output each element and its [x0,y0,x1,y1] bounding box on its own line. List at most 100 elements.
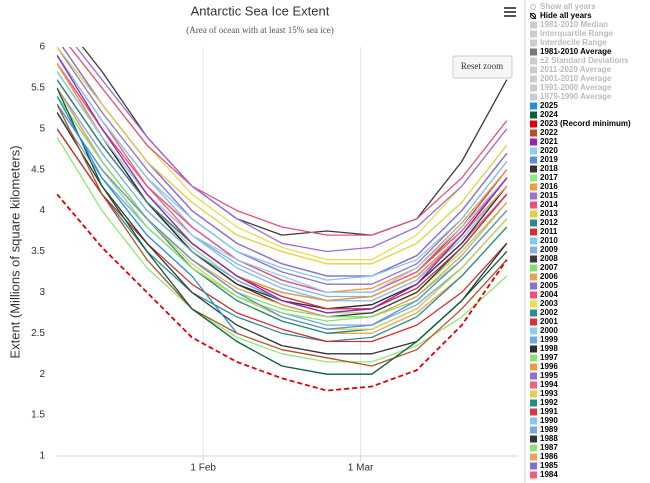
legend-item[interactable]: 1991-2000 Average [540,83,612,92]
legend-swatch [530,372,537,380]
legend-item[interactable]: 1998 [540,344,558,353]
legend-swatch [530,291,537,299]
series-line [57,54,508,314]
legend-item[interactable]: 2002 [540,308,558,317]
legend-item[interactable]: 1986 [540,452,558,461]
legend-item[interactable]: 2013 [540,209,558,218]
legend-item[interactable]: 2003 [540,299,558,308]
legend-item[interactable]: 2010 [540,236,558,245]
legend-swatch [530,84,537,92]
y-tick-label: 5 [39,123,45,134]
legend-swatch [530,129,537,137]
legend-item[interactable]: 1979-1990 Average [540,92,612,101]
legend-swatch [530,273,537,281]
legend-item[interactable]: 2020 [540,146,558,155]
legend-item[interactable]: 2009 [540,245,558,254]
series-line [69,47,508,236]
legend-item[interactable]: 1987 [540,443,558,452]
legend-item[interactable]: 1999 [540,335,558,344]
legend-item[interactable]: 2005 [540,281,558,290]
x-tick-label: 1 Feb [190,463,216,474]
legend-item[interactable]: 1981-2010 Average [540,47,612,56]
legend-swatch [530,282,537,290]
legend-item[interactable]: 2012 [540,218,558,227]
y-tick-label: 3.5 [31,246,45,257]
legend-swatch [530,147,537,155]
series-line [57,193,508,392]
legend-item[interactable]: 2011 [540,227,558,236]
legend-swatch [530,57,537,65]
legend-item[interactable]: 2019 [540,155,558,164]
legend-item[interactable]: 2025 [540,101,558,110]
legend-swatch [530,435,537,443]
show-icon [530,4,536,10]
legend: Show all years Hide all years 1981-2010 … [529,2,631,479]
legend-item[interactable]: 1989 [540,425,558,434]
legend-swatch [530,336,537,344]
legend-item[interactable]: 2001 [540,317,558,326]
menu-bar [504,15,516,17]
legend-swatch [530,300,537,308]
legend-item[interactable]: 1995 [540,371,558,380]
legend-swatch [530,462,537,470]
legend-swatch [530,444,537,452]
legend-item[interactable]: 2000 [540,326,558,335]
series-line [57,87,508,375]
legend-item[interactable]: 1984 [540,470,558,479]
y-tick-label: 5.5 [31,83,45,94]
legend-item[interactable]: 2015 [540,191,558,200]
legend-item[interactable]: 1991 [540,407,558,416]
show-all-button[interactable]: Show all years [540,2,596,11]
legend-item[interactable]: 2004 [540,290,558,299]
legend-item[interactable]: 2024 [540,110,558,119]
legend-swatch [530,111,537,119]
legend-swatch [530,381,537,389]
legend-item[interactable]: 2021 [540,137,558,146]
series-line [57,95,238,334]
legend-item[interactable]: 2014 [540,200,558,209]
series-line [81,47,508,236]
legend-swatch [530,453,537,461]
legend-item[interactable]: 2006 [540,272,558,281]
legend-item[interactable]: 2016 [540,182,558,191]
y-tick-label: 2 [39,369,45,380]
legend-item[interactable]: 2018 [540,164,558,173]
legend-item[interactable]: 1990 [540,416,558,425]
legend-item[interactable]: Interquartile Range [540,29,613,38]
legend-item[interactable]: 2017 [540,173,558,182]
legend-item[interactable]: 1997 [540,353,558,362]
legend-item[interactable]: 1988 [540,434,558,443]
legend-item[interactable]: 1994 [540,380,558,389]
series-line [57,54,508,281]
series-line [57,104,508,367]
legend-item[interactable]: 2023 (Record minimum) [540,119,631,128]
legend-item[interactable]: 1993 [540,389,558,398]
menu-bar [504,11,516,13]
legend-item[interactable]: 1996 [540,362,558,371]
legend-item[interactable]: 2001-2010 Average [540,74,612,83]
legend-item[interactable]: 1981-2010 Median [540,20,608,29]
legend-item[interactable]: 2007 [540,263,558,272]
legend-item[interactable]: 2008 [540,254,558,263]
legend-item[interactable]: Interdecile Range [540,38,607,47]
legend-swatch [530,48,537,56]
legend-item[interactable]: 1992 [540,398,558,407]
button-label[interactable]: Reset zoom [461,61,503,71]
menu-icon[interactable] [504,7,516,17]
chart-subtitle: (Area of ocean with at least 15% sea ice… [186,25,333,35]
y-tick-label: 1.5 [31,410,45,421]
series-line [57,103,508,322]
legend-item[interactable]: 1985 [540,461,558,470]
legend-item[interactable]: 2011-2020 Average [540,65,612,74]
legend-item[interactable]: 2022 [540,128,558,137]
legend-item[interactable]: ±2 Standard Deviations [540,56,629,65]
hide-all-button[interactable]: Hide all years [540,11,592,20]
legend-swatch [530,390,537,398]
reset-zoom-button[interactable]: Reset zoom [452,55,513,79]
legend-swatch [530,156,537,164]
axes: 1 Feb 1 Mar 1 1.5 2 2.5 3 3.5 4 4.5 5 5.5 6 [31,42,518,474]
legend-swatch [530,264,537,272]
legend-swatch [530,246,537,254]
series-line [57,47,508,285]
